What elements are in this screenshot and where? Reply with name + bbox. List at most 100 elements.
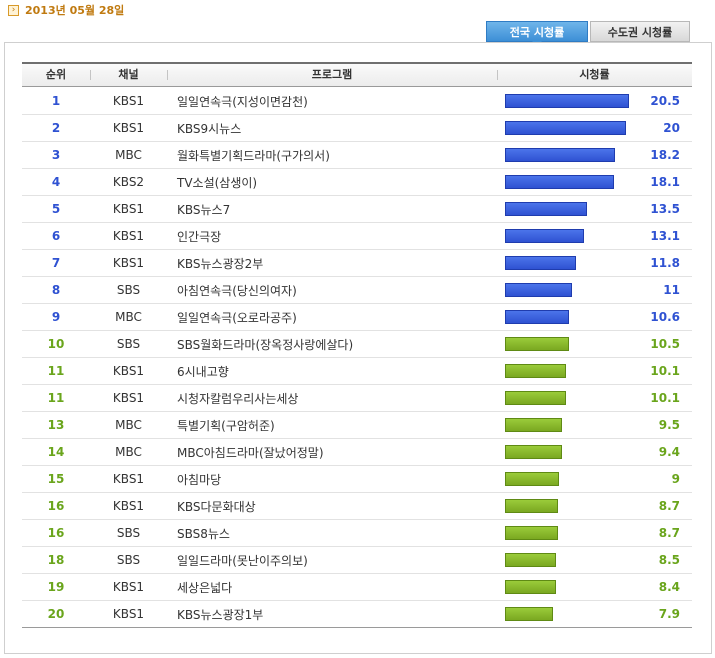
program-cell: 특별기획(구암허준) — [177, 418, 275, 433]
rating-value: 7.9 — [658, 607, 680, 621]
program-cell: MBC아침드라마(잘났어정말) — [177, 445, 324, 460]
rank-cell: 1 — [51, 94, 61, 108]
table-row: 4 KBS2 TV소설(삼생이) 18.1 — [22, 169, 692, 196]
channel-cell: MBC — [115, 310, 142, 324]
rank-cell: 18 — [47, 553, 65, 567]
table-row: 13 MBC 특별기획(구암허준) 9.5 — [22, 412, 692, 439]
channel-cell: MBC — [115, 418, 142, 432]
table-row: 8 SBS 아침연속극(당신의여자) 11 — [22, 277, 692, 304]
rating-bar — [505, 175, 614, 189]
rank-cell: 16 — [47, 526, 65, 540]
rating-value: 11.8 — [650, 256, 680, 270]
rank-cell: 7 — [51, 256, 61, 270]
rank-cell: 5 — [51, 202, 61, 216]
rating-value: 13.1 — [650, 229, 680, 243]
rating-bar — [505, 580, 556, 594]
table-row: 3 MBC 월화특별기획드라마(구가의서) 18.2 — [22, 142, 692, 169]
program-cell: KBS뉴스7 — [177, 202, 231, 217]
arrow-box-icon: › — [8, 4, 19, 16]
rating-cell: 10.6 — [497, 304, 692, 330]
table-row: 9 MBC 일일연속극(오로라공주) 10.6 — [22, 304, 692, 331]
rating-cell: 7.9 — [497, 601, 692, 627]
rating-value: 10.5 — [650, 337, 680, 351]
table-row: 19 KBS1 세상은넓다 8.4 — [22, 574, 692, 601]
program-cell: KBS뉴스광장2부 — [177, 256, 264, 271]
rank-cell: 3 — [51, 148, 61, 162]
program-cell: 시청자칼럼우리사는세상 — [177, 391, 299, 406]
channel-cell: SBS — [116, 283, 141, 297]
program-cell: KBS다문화대상 — [177, 499, 256, 514]
program-cell: SBS월화드라마(장옥정사랑에살다) — [177, 337, 354, 352]
rating-bar — [505, 202, 587, 216]
rating-cell: 8.4 — [497, 574, 692, 600]
rank-cell: 15 — [47, 472, 65, 486]
rating-bar — [505, 553, 556, 567]
program-cell: 세상은넓다 — [177, 580, 233, 595]
table-row: 2 KBS1 KBS9시뉴스 20 — [22, 115, 692, 142]
rating-bar — [505, 337, 569, 351]
program-cell: 일일연속극(지성이면감천) — [177, 94, 308, 109]
rating-bar — [505, 499, 558, 513]
rating-bar — [505, 283, 572, 297]
rank-cell: 10 — [47, 337, 65, 351]
program-cell: KBS뉴스광장1부 — [177, 607, 264, 622]
rating-cell: 9.5 — [497, 412, 692, 438]
program-cell: 일일연속극(오로라공주) — [177, 310, 297, 325]
rank-cell: 13 — [47, 418, 65, 432]
rating-cell: 10.5 — [497, 331, 692, 357]
rating-cell: 20 — [497, 115, 692, 141]
table-row: 20 KBS1 KBS뉴스광장1부 7.9 — [22, 601, 692, 628]
ratings-panel — [4, 42, 712, 654]
rating-cell: 10.1 — [497, 358, 692, 384]
header-rating: 시청률 — [497, 64, 692, 86]
channel-cell: SBS — [116, 337, 141, 351]
rank-cell: 6 — [51, 229, 61, 243]
channel-cell: KBS1 — [112, 121, 145, 135]
channel-cell: MBC — [115, 148, 142, 162]
tab-capital[interactable]: 수도권 시청률 — [590, 21, 690, 42]
rating-value: 13.5 — [650, 202, 680, 216]
rating-bar — [505, 256, 576, 270]
table-row: 1 KBS1 일일연속극(지성이면감천) 20.5 — [22, 88, 692, 115]
header-program: 프로그램 — [167, 64, 497, 86]
channel-cell: KBS1 — [112, 94, 145, 108]
rating-cell: 13.5 — [497, 196, 692, 222]
program-cell: 6시내고향 — [177, 364, 229, 379]
rating-value: 9 — [671, 472, 680, 486]
channel-cell: SBS — [116, 553, 141, 567]
rating-value: 20 — [663, 121, 680, 135]
rating-value: 10.6 — [650, 310, 680, 324]
rating-bar — [505, 472, 559, 486]
rating-cell: 8.5 — [497, 547, 692, 573]
table-row: 15 KBS1 아침마당 9 — [22, 466, 692, 493]
table-row: 14 MBC MBC아침드라마(잘났어정말) 9.4 — [22, 439, 692, 466]
table-row: 7 KBS1 KBS뉴스광장2부 11.8 — [22, 250, 692, 277]
rank-cell: 16 — [47, 499, 65, 513]
channel-cell: KBS1 — [112, 364, 145, 378]
rank-cell: 19 — [47, 580, 65, 594]
rating-cell: 20.5 — [497, 88, 692, 114]
channel-cell: KBS1 — [112, 607, 145, 621]
rating-bar — [505, 445, 562, 459]
rating-cell: 10.1 — [497, 385, 692, 411]
date-label: 2013년 05월 28일 — [25, 4, 125, 17]
table-row: 16 KBS1 KBS다문화대상 8.7 — [22, 493, 692, 520]
channel-cell: KBS1 — [112, 499, 145, 513]
program-cell: KBS9시뉴스 — [177, 121, 242, 136]
rating-cell: 8.7 — [497, 520, 692, 546]
program-cell: 일일드라마(못난이주의보) — [177, 553, 308, 568]
rating-value: 18.2 — [650, 148, 680, 162]
rating-bar — [505, 526, 558, 540]
channel-cell: MBC — [115, 445, 142, 459]
table-row: 6 KBS1 인간극장 13.1 — [22, 223, 692, 250]
rating-value: 11 — [663, 283, 680, 297]
program-cell: 인간극장 — [177, 229, 222, 244]
header-channel: 채널 — [90, 64, 167, 86]
rating-value: 9.4 — [658, 445, 680, 459]
tab-national[interactable]: 전국 시청률 — [486, 21, 588, 46]
rank-cell: 4 — [51, 175, 61, 189]
rating-cell: 9.4 — [497, 439, 692, 465]
rank-cell: 9 — [51, 310, 61, 324]
channel-cell: SBS — [116, 526, 141, 540]
rating-value: 20.5 — [650, 94, 680, 108]
